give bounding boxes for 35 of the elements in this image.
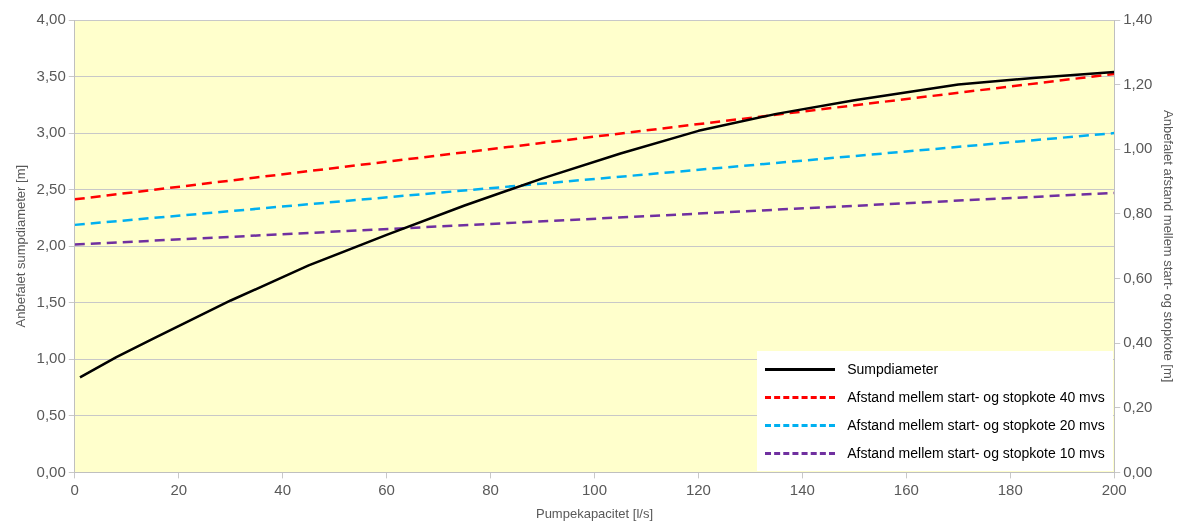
y2-tick-label: 1,00 bbox=[1123, 139, 1153, 157]
legend-label: Afstand mellem start- og stopkote 40 mvs bbox=[847, 389, 1105, 406]
y-tick-label: 1,50 bbox=[36, 292, 66, 310]
x-tick-label: 20 bbox=[170, 480, 188, 498]
y-tick-label: 2,00 bbox=[36, 236, 66, 254]
y2-tick-label: 0,60 bbox=[1123, 268, 1153, 286]
x-tick-label: 80 bbox=[482, 480, 499, 498]
x-tick-label: 180 bbox=[997, 480, 1023, 498]
x-tick-label: 140 bbox=[789, 480, 815, 498]
y2-tick-label: 0,00 bbox=[1123, 462, 1153, 480]
x-tick-label: 60 bbox=[378, 480, 395, 498]
y-tick-label: 2,50 bbox=[36, 179, 66, 197]
y-tick-label: 4,00 bbox=[36, 10, 66, 28]
x-tick-label: 0 bbox=[70, 480, 79, 498]
legend-label: Afstand mellem start- og stopkote 20 mvs bbox=[847, 417, 1105, 434]
x-tick-label: 160 bbox=[893, 480, 919, 498]
y2-axis-title: Anbefalet afstand mellem start- og stopkote [m] bbox=[1160, 109, 1176, 383]
y2-tick-label: 1,20 bbox=[1123, 74, 1153, 92]
x-tick-label: 100 bbox=[581, 480, 608, 498]
x-axis-title: Pumpekapacitet [l/s] bbox=[535, 505, 654, 521]
y2-tick-label: 0,80 bbox=[1123, 204, 1153, 222]
y-tick-label: 1,00 bbox=[36, 349, 66, 367]
y-axis-title: Anbefalet sumpdiameter [m] bbox=[13, 164, 29, 328]
y2-tick-label: 0,20 bbox=[1123, 397, 1153, 415]
x-tick-label: 40 bbox=[274, 480, 292, 498]
x-tick-label: 120 bbox=[685, 480, 711, 498]
legend-label: Afstand mellem start- og stopkote 10 mvs bbox=[847, 445, 1105, 462]
y2-tick-label: 1,40 bbox=[1123, 10, 1153, 28]
y-tick-label: 3,00 bbox=[36, 123, 66, 141]
y-tick-label: 3,50 bbox=[36, 66, 66, 84]
y-tick-label: 0,50 bbox=[36, 405, 66, 423]
x-tick-label: 200 bbox=[1101, 480, 1127, 498]
legend-label: Sumpdiameter bbox=[847, 361, 939, 378]
y2-tick-label: 0,40 bbox=[1123, 333, 1153, 351]
y-tick-label: 0,00 bbox=[36, 462, 66, 480]
